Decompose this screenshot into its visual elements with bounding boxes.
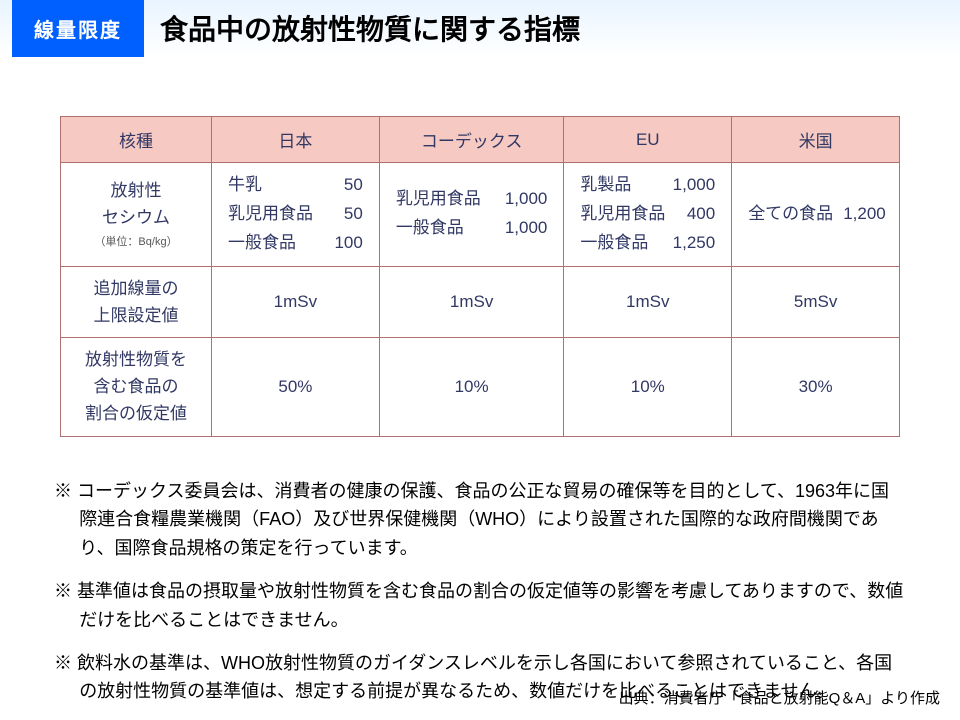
row-header-cell: 放射性セシウム（単位：Bq/kg） [61, 163, 212, 267]
table-cell: 全ての食品1,200 [732, 163, 900, 267]
slide-header: 線量限度 食品中の放射性物質に関する指標 [0, 0, 960, 56]
item-label: 一般食品 [396, 214, 464, 243]
row-header-cell: 追加線量の上限設定値 [61, 266, 212, 337]
table-header-cell: 米国 [732, 117, 900, 163]
category-badge: 線量限度 [12, 0, 144, 57]
item-label: 一般食品 [580, 229, 648, 258]
item-value: 1,250 [663, 229, 716, 258]
row-header-cell: 放射性物質を含む食品の割合の仮定値 [61, 338, 212, 437]
table-header-cell: 日本 [212, 117, 380, 163]
footnote: ※ 基準値は食品の摂取量や放射性物質を含む食品の割合の仮定値等の影響を考慮してあ… [54, 577, 906, 635]
item-value: 1,000 [495, 185, 548, 214]
item-label: 牛乳 [228, 171, 262, 200]
item-value: 400 [677, 200, 715, 229]
item-label: 乳児用食品 [228, 200, 313, 229]
table-row: 追加線量の上限設定値1mSv1mSv1mSv5mSv [61, 266, 900, 337]
item-value: 50 [334, 200, 363, 229]
table-cell: 乳製品 1,000乳児用食品 400 一般食品 1,250 [564, 163, 732, 267]
unit-note: （単位：Bq/kg） [73, 234, 199, 252]
item-value: 100 [324, 229, 362, 258]
page-title: 食品中の放射性物質に関する指標 [160, 8, 580, 48]
item-value: 1,200 [833, 200, 886, 229]
item-value: 1,000 [495, 214, 548, 243]
comparison-table: 核種日本コーデックスEU米国放射性セシウム（単位：Bq/kg） 牛乳 50 乳児用食品… [60, 116, 900, 437]
comparison-table-container: 核種日本コーデックスEU米国放射性セシウム（単位：Bq/kg） 牛乳 50 乳児用食品… [60, 116, 900, 437]
footnotes: ※ コーデックス委員会は、消費者の健康の保護、食品の公正な貿易の確保等を目的とし… [54, 477, 906, 707]
item-label: 乳児用食品 [396, 185, 481, 214]
table-cell: 乳児用食品 1,000 一般食品 1,000 [379, 163, 564, 267]
table-cell: 10% [564, 338, 732, 437]
source-citation: 出典：消費者庁「食品と放射能Q＆A」より作成 [619, 687, 940, 708]
table-row: 放射性物質を含む食品の割合の仮定値50%10%10%30% [61, 338, 900, 437]
table-cell: 1mSv [564, 266, 732, 337]
item-label: 乳児用食品 [580, 200, 665, 229]
table-cell: 30% [732, 338, 900, 437]
table-cell: 50% [212, 338, 380, 437]
item-label: 乳製品 [580, 171, 631, 200]
table-cell: 1mSv [212, 266, 380, 337]
table-cell: 牛乳 50 乳児用食品 50 一般食品 100 [212, 163, 380, 267]
item-value: 50 [334, 171, 363, 200]
item-label: 一般食品 [228, 229, 296, 258]
footnote: ※ コーデックス委員会は、消費者の健康の保護、食品の公正な貿易の確保等を目的とし… [54, 477, 906, 563]
table-header-cell: EU [564, 117, 732, 163]
table-header-cell: 核種 [61, 117, 212, 163]
table-cell: 10% [379, 338, 564, 437]
table-header-cell: コーデックス [379, 117, 564, 163]
table-cell: 1mSv [379, 266, 564, 337]
item-label: 全ての食品 [748, 200, 833, 229]
item-value: 1,000 [663, 171, 716, 200]
table-cell: 5mSv [732, 266, 900, 337]
table-row: 放射性セシウム（単位：Bq/kg） 牛乳 50 乳児用食品 50 一般食品 100 乳児用食品… [61, 163, 900, 267]
